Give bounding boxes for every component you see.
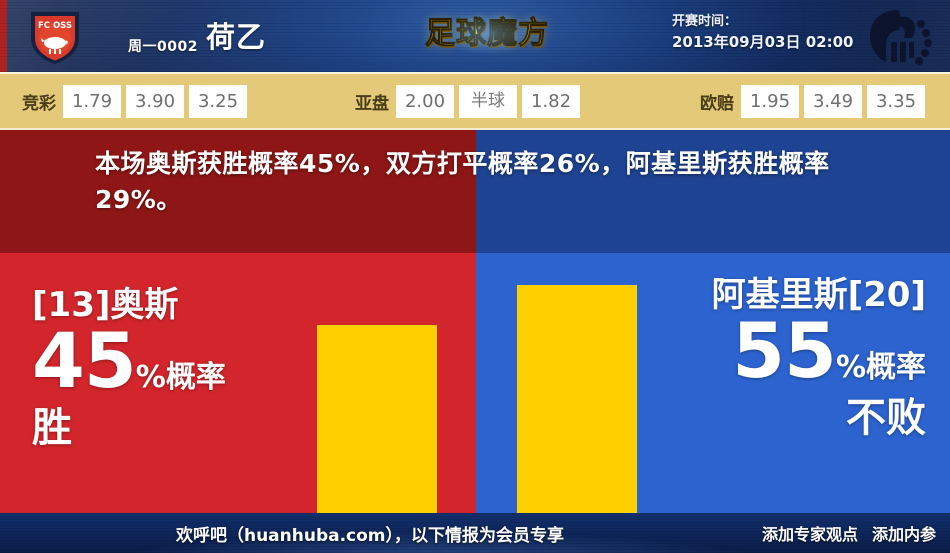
kickoff-label: 开赛时间：: [672, 14, 738, 29]
odds-cell[interactable]: 3.90: [126, 84, 184, 118]
home-percent-symbol: %: [135, 359, 166, 395]
add-expert-opinion-button[interactable]: 添加专家观点: [761, 525, 858, 544]
odds-cell[interactable]: 2.00: [396, 84, 454, 118]
home-team-name: [13]奥斯: [32, 285, 179, 325]
probability-chart-area: 本场奥斯获胜概率45%，双方打平概率26%，阿基里斯获胜概率29%。 [13]奥…: [0, 130, 950, 513]
statement-band-right: [476, 130, 950, 253]
kickoff-time: 2013年09月03日 02:00: [672, 32, 854, 51]
odds-cell[interactable]: 3.35: [867, 84, 925, 118]
home-result-label: 胜: [32, 404, 72, 451]
odds-cell[interactable]: 3.25: [189, 84, 247, 118]
odds-group-jingcai: 竞彩 1.79 3.90 3.25: [22, 74, 252, 128]
header-bar: FC OSS 周一0002 荷乙 足球魔方 开赛时间： 2013年09月03日 0…: [0, 0, 950, 72]
away-team-block: 阿基里斯[20] 55%概率 不败: [711, 275, 926, 441]
away-percent-symbol: %: [835, 349, 866, 385]
match-round-label: 周一0002: [128, 39, 198, 55]
away-percent-word: 概率: [866, 349, 926, 385]
odds-group-oupei: 欧赔 1.95 3.49 3.35: [700, 74, 930, 128]
home-probability-bar: [317, 325, 437, 513]
away-percent-number: 55: [732, 305, 837, 395]
spartan-helmet-icon: [858, 2, 940, 70]
home-percent-number: 45: [32, 315, 137, 405]
footer-message: 欢呼吧（huanhuba.com），以下情报为会员专享: [175, 525, 565, 546]
odds-group-label: 竞彩: [22, 93, 56, 114]
home-team-block: [13]奥斯 45%概率 胜: [32, 285, 226, 451]
away-probability-value: 55%概率: [712, 312, 926, 388]
add-insider-info-button[interactable]: 添加内参: [871, 525, 936, 544]
kickoff-info: 开赛时间： 2013年09月03日 02:00: [672, 13, 853, 54]
header-accent-stripe: [0, 0, 7, 72]
odds-cell[interactable]: 1.95: [741, 84, 799, 118]
odds-cell[interactable]: 1.79: [63, 84, 121, 118]
footer-bar: 欢呼吧（huanhuba.com），以下情报为会员专享 添加专家观点 添加内参: [0, 513, 950, 553]
footer-actions: 添加专家观点 添加内参: [762, 513, 936, 553]
fc-oss-crest-icon: FC OSS: [27, 8, 83, 66]
home-probability-value: 45%概率: [32, 322, 226, 398]
footer-sheen: [0, 513, 950, 553]
brand-logo: 足球魔方: [421, 4, 553, 64]
away-probability-bar: [517, 285, 637, 513]
svg-text:FC OSS: FC OSS: [38, 21, 72, 31]
home-percent-word: 概率: [165, 359, 226, 395]
statement-band-left: [0, 130, 476, 253]
odds-group-label: 亚盘: [355, 93, 389, 114]
odds-cell[interactable]: 1.82: [522, 84, 580, 118]
odds-cell-handicap[interactable]: 半球: [459, 84, 517, 118]
away-result-label: 不败: [846, 394, 926, 441]
away-team-name: 阿基里斯[20]: [711, 275, 926, 315]
brand-logo-text: 足球魔方: [425, 16, 549, 51]
odds-cell[interactable]: 3.49: [804, 84, 862, 118]
match-info: 周一0002 荷乙: [128, 14, 266, 56]
match-league-label: 荷乙: [205, 20, 266, 54]
odds-group-label: 欧赔: [700, 93, 734, 114]
odds-bar: 竞彩 1.79 3.90 3.25 亚盘 2.00 半球 1.82 欧赔 1.9…: [0, 72, 950, 130]
odds-group-yapan: 亚盘 2.00 半球 1.82: [355, 74, 585, 128]
probability-statement: 本场奥斯获胜概率45%，双方打平概率26%，阿基里斯获胜概率29%。: [95, 149, 830, 214]
